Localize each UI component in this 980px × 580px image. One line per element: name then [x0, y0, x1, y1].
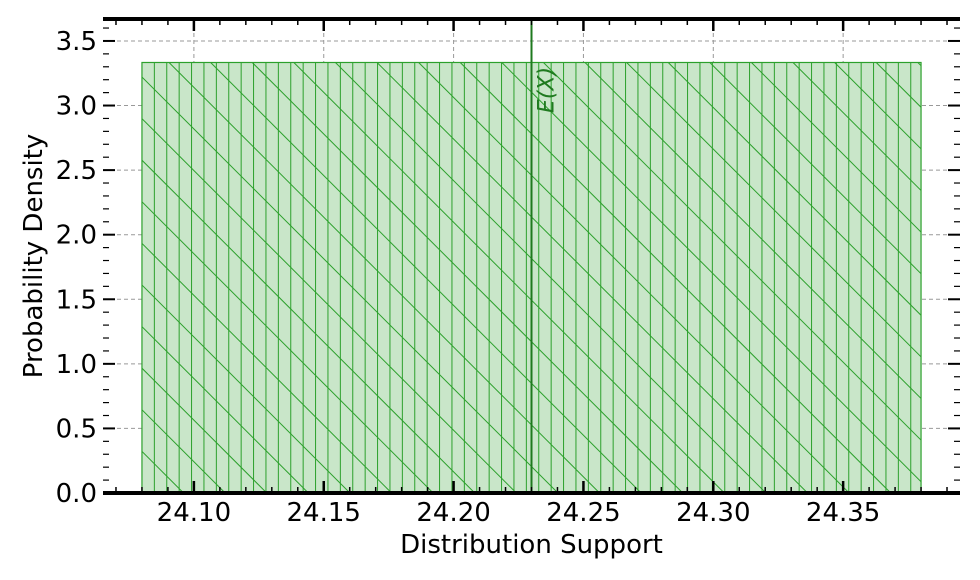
hatch-diagonal	[141, 117, 517, 493]
hatch-diagonal	[251, 62, 684, 493]
x-tick-label: 24.20	[416, 498, 490, 528]
area-hatch	[141, 62, 980, 493]
hatch-diagonal	[141, 159, 476, 493]
hatch-diagonal	[141, 409, 226, 493]
x-tick-label: 24.10	[157, 498, 231, 528]
hatch-diagonal	[667, 62, 922, 316]
y-tick-label: 1.0	[56, 350, 97, 380]
hatch-diagonal	[376, 62, 808, 493]
density-area-group	[141, 61, 980, 494]
hatch-diagonal	[543, 62, 922, 441]
hatch-diagonal	[751, 62, 922, 233]
x-tick-label: 24.25	[546, 498, 620, 528]
hatch-diagonal	[293, 62, 725, 493]
mean-line-label: E(X)	[535, 67, 560, 113]
hatch-diagonal	[210, 62, 642, 493]
hatch-diagonal	[501, 62, 922, 483]
x-tick-label: 24.35	[806, 498, 880, 528]
x-tick-labels: 24.10 24.15 24.20 24.25 24.30 24.35	[157, 498, 881, 528]
y-tick-labels: 0.0 0.5 1.0 1.5 2.0 2.5 3.0 3.5	[56, 27, 97, 509]
mean-line-group: E(X)	[530, 19, 560, 493]
hatch-diagonal	[709, 62, 922, 275]
y-tick-label: 2.0	[56, 221, 97, 251]
x-tick-label: 24.30	[676, 498, 750, 528]
hatch-diagonal	[584, 62, 922, 400]
x-tick-label: 24.15	[287, 498, 361, 528]
hatch-diagonal	[834, 62, 922, 150]
y-tick-label: 2.5	[56, 156, 97, 186]
hatch-diagonal	[168, 62, 600, 493]
hatch-diagonal	[626, 62, 922, 358]
y-tick-label: 0.5	[56, 414, 97, 444]
y-axis-label: Probability Density	[19, 134, 49, 379]
y-tick-label: 3.5	[56, 27, 97, 57]
hatch-diagonal	[141, 284, 351, 493]
hatch-diagonal	[141, 76, 559, 493]
hatch-diagonal	[418, 62, 850, 493]
hatch-diagonal	[959, 62, 980, 493]
y-tick-label: 3.0	[56, 92, 97, 122]
hatch-diagonal	[335, 62, 767, 493]
hatch-diagonal	[141, 242, 392, 493]
hatch-diagonal	[141, 367, 268, 493]
hatch-diagonal	[141, 325, 309, 493]
axes	[103, 17, 960, 495]
hatch-diagonal	[792, 62, 922, 192]
y-tick-label: 0.0	[56, 479, 97, 509]
y-tick-label: 1.5	[56, 285, 97, 315]
hatch-diagonal	[141, 201, 434, 493]
x-axis-label: Distribution Support	[400, 530, 663, 560]
